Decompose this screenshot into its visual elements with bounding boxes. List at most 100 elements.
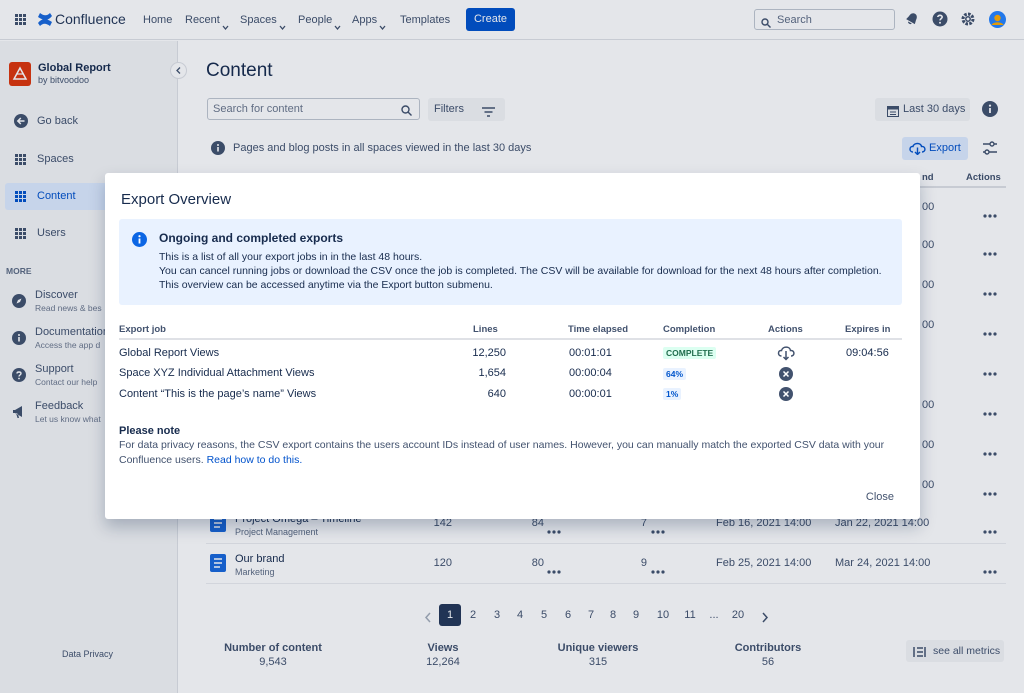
page-number[interactable]: 3 <box>493 608 501 621</box>
brand: Confluence <box>55 11 126 27</box>
page-number[interactable]: 7 <box>587 608 595 621</box>
more-link-title[interactable]: Documentation <box>35 325 109 338</box>
cell-value: 00 <box>922 318 935 331</box>
note-text: For data privacy reasons, the CSV export… <box>119 438 909 470</box>
more-icon <box>983 561 997 574</box>
more-icon <box>983 283 997 296</box>
job-lines: 640 <box>487 387 506 400</box>
content-space: Project Management <box>235 526 319 537</box>
data-privacy-link[interactable]: Data Privacy <box>62 648 114 659</box>
grid-icon <box>15 153 27 165</box>
search-icon <box>761 15 771 28</box>
nav-item[interactable]: Templates <box>400 13 451 26</box>
avatar[interactable] <box>989 11 1006 28</box>
page-number[interactable]: 11 <box>684 608 696 621</box>
page-number[interactable]: 8 <box>609 608 617 621</box>
download-button[interactable] <box>777 345 795 361</box>
more-icon <box>547 561 561 574</box>
cell-unique: 80 <box>531 556 544 569</box>
app-vendor: by bitvoodoo <box>38 74 90 85</box>
grid-icon <box>15 227 27 239</box>
table-header: Lines <box>473 323 498 335</box>
job-completion: 1% <box>663 388 682 400</box>
next-page[interactable] <box>761 610 769 623</box>
more-link-title[interactable]: Feedback <box>35 399 84 412</box>
sidebar-link[interactable]: Spaces <box>37 152 74 165</box>
export-modal: Export Overview Ongoing and completed exp… <box>105 173 920 519</box>
see-all-label: see all metrics <box>933 644 1001 657</box>
note-body: For data privacy reasons, the CSV export… <box>119 439 885 466</box>
table-header-divider <box>119 338 902 340</box>
page-number[interactable]: 6 <box>564 608 572 621</box>
content-title[interactable]: Our brand <box>235 552 285 565</box>
table-header: Actions <box>768 323 803 335</box>
more-icon <box>983 205 997 218</box>
notice-box: Ongoing and completed exports This is a l… <box>119 219 902 305</box>
row-divider <box>206 543 1006 544</box>
nav-item[interactable]: Apps <box>352 13 378 26</box>
more-link-title[interactable]: Discover <box>35 288 78 301</box>
metric-value: 56 <box>761 655 775 668</box>
notifications-icon[interactable] <box>905 12 919 26</box>
filters-icon <box>482 104 495 117</box>
sidebar-link[interactable]: Go back <box>37 114 78 127</box>
table-header: Time elapsed <box>568 323 629 335</box>
back-icon <box>14 114 28 128</box>
cancel-button[interactable] <box>777 386 795 402</box>
more-icon <box>547 521 561 534</box>
row-divider <box>206 583 1006 584</box>
help-icon[interactable] <box>932 11 948 27</box>
job-elapsed: 00:00:01 <box>569 387 612 400</box>
confluence-logo <box>37 12 53 27</box>
table-header: Completion <box>663 323 716 335</box>
grid-icon <box>15 13 27 25</box>
search-box[interactable]: Search <box>754 9 895 30</box>
more-link-title[interactable]: Support <box>35 362 74 375</box>
cell-value: 00 <box>922 238 935 251</box>
cancel-button[interactable] <box>777 366 795 382</box>
notice-icon <box>132 232 147 247</box>
settings-icon[interactable] <box>960 11 976 27</box>
create-button[interactable]: Create <box>466 8 515 31</box>
page-title: Content <box>206 59 273 81</box>
info-icon <box>211 141 225 155</box>
prev-page[interactable] <box>424 610 432 623</box>
more-link-icon <box>12 294 26 308</box>
chevron-icon <box>222 17 229 31</box>
content-search-placeholder: Search for content <box>213 102 303 115</box>
cell-value: 00 <box>922 398 935 411</box>
note-link[interactable]: Read how to do this. <box>206 453 303 466</box>
page-number[interactable]: 4 <box>516 608 524 621</box>
nav-item[interactable]: People <box>298 13 333 26</box>
cell-last-viewed: Mar 24, 2021 14:00 <box>835 556 931 569</box>
notice-line: You can cancel running jobs or download … <box>159 264 882 277</box>
cell-views: 142 <box>433 516 452 529</box>
page-number[interactable]: 5 <box>540 608 548 621</box>
more-link-subtitle: Access the app d <box>35 340 101 350</box>
page-number[interactable]: 10 <box>656 608 670 621</box>
collapse-button[interactable] <box>170 62 187 79</box>
nav-item[interactable]: Spaces <box>240 13 277 26</box>
cell-last-viewed: Jan 22, 2021 14:00 <box>835 516 930 529</box>
grid-icon <box>15 190 27 202</box>
sidebar-link[interactable]: Users <box>37 226 66 239</box>
chevron-icon <box>379 17 386 31</box>
nav-item[interactable]: Recent <box>185 13 220 26</box>
metric-value: 12,264 <box>426 655 460 668</box>
page-number[interactable]: 20 <box>731 608 745 621</box>
page-number[interactable]: 2 <box>469 608 477 621</box>
more-icon <box>651 561 665 574</box>
page-info-icon[interactable] <box>982 101 998 117</box>
filters-button[interactable]: Filters <box>428 98 505 121</box>
see-all-metrics-button[interactable]: see all metrics <box>906 640 1004 662</box>
close-button[interactable]: Close <box>865 490 894 503</box>
content-search[interactable]: Search for content <box>207 98 420 120</box>
page-number[interactable]: 1 <box>446 608 454 621</box>
sidebar-link[interactable]: Content <box>37 189 76 202</box>
table-settings-icon[interactable] <box>982 141 998 155</box>
page-number[interactable]: 9 <box>632 608 640 621</box>
job-name: Content “This is the page’s name” Views <box>119 387 317 400</box>
page-icon <box>210 554 226 572</box>
metric-value: 9,543 <box>259 655 287 668</box>
nav-item[interactable]: Home <box>143 13 173 26</box>
